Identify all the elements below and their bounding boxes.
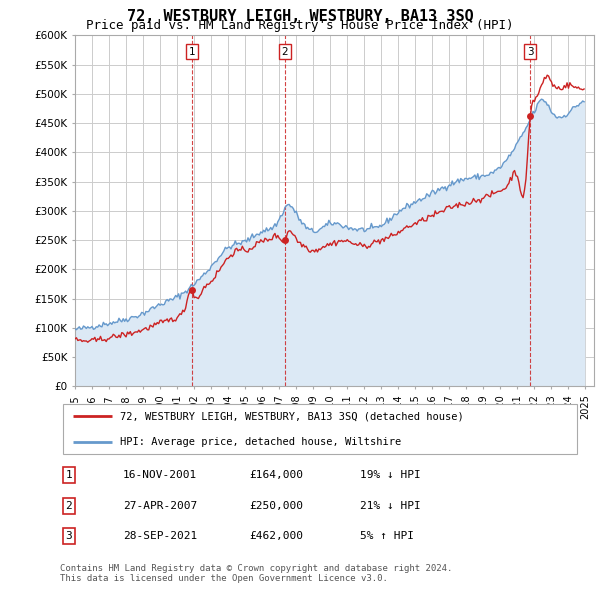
Text: 27-APR-2007: 27-APR-2007	[123, 501, 197, 510]
Text: 2: 2	[65, 501, 73, 510]
Text: 2: 2	[281, 47, 288, 57]
Text: 3: 3	[65, 532, 73, 541]
Text: 1: 1	[65, 470, 73, 480]
Text: £250,000: £250,000	[249, 501, 303, 510]
FancyBboxPatch shape	[62, 404, 577, 454]
Text: HPI: Average price, detached house, Wiltshire: HPI: Average price, detached house, Wilt…	[120, 437, 401, 447]
Text: 1: 1	[189, 47, 196, 57]
Text: 28-SEP-2021: 28-SEP-2021	[123, 532, 197, 541]
Text: 19% ↓ HPI: 19% ↓ HPI	[360, 470, 421, 480]
Text: £462,000: £462,000	[249, 532, 303, 541]
Text: 3: 3	[527, 47, 533, 57]
Text: 16-NOV-2001: 16-NOV-2001	[123, 470, 197, 480]
Text: 5% ↑ HPI: 5% ↑ HPI	[360, 532, 414, 541]
Text: 72, WESTBURY LEIGH, WESTBURY, BA13 3SQ (detached house): 72, WESTBURY LEIGH, WESTBURY, BA13 3SQ (…	[120, 411, 464, 421]
Text: 21% ↓ HPI: 21% ↓ HPI	[360, 501, 421, 510]
Text: £164,000: £164,000	[249, 470, 303, 480]
Text: Contains HM Land Registry data © Crown copyright and database right 2024.
This d: Contains HM Land Registry data © Crown c…	[60, 563, 452, 583]
Text: 72, WESTBURY LEIGH, WESTBURY, BA13 3SQ: 72, WESTBURY LEIGH, WESTBURY, BA13 3SQ	[127, 9, 473, 24]
Text: Price paid vs. HM Land Registry's House Price Index (HPI): Price paid vs. HM Land Registry's House …	[86, 19, 514, 32]
